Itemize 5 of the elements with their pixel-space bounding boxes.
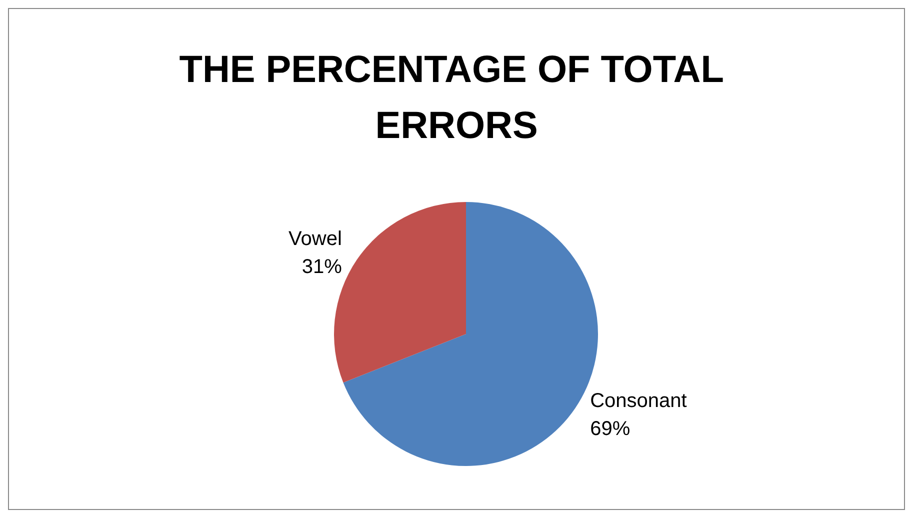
slice-label: Vowel — [288, 228, 342, 250]
chart-title: THE PERCENTAGE OF TOTAL ERRORS — [179, 49, 734, 147]
data-label: 69% — [590, 418, 630, 440]
data-label: 31% — [302, 256, 342, 278]
slice-label: Consonant — [590, 390, 688, 412]
